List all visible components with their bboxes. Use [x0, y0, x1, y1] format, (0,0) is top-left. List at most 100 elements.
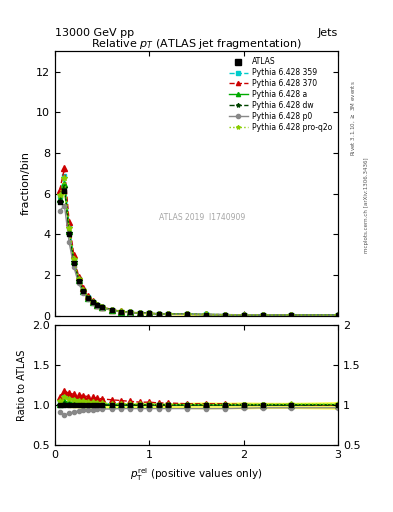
- Pythia 6.428 370: [90, 298, 95, 304]
- Pythia 6.428 pro-q2o: [241, 312, 246, 318]
- Pythia 6.428 p0: [147, 310, 152, 316]
- Pythia 6.428 370: [128, 309, 133, 315]
- Pythia 6.428 p0: [260, 312, 265, 318]
- Pythia 6.428 a: [166, 311, 171, 317]
- Pythia 6.428 dw: [57, 199, 62, 205]
- Pythia 6.428 359: [100, 304, 105, 310]
- Pythia 6.428 359: [72, 255, 76, 262]
- Pythia 6.428 p0: [185, 311, 189, 317]
- Pythia 6.428 dw: [81, 288, 86, 294]
- Pythia 6.428 pro-q2o: [62, 175, 67, 181]
- Pythia 6.428 359: [62, 173, 67, 179]
- Pythia 6.428 p0: [138, 310, 142, 316]
- Pythia 6.428 359: [222, 312, 227, 318]
- Pythia 6.428 370: [62, 165, 67, 171]
- Text: Jets: Jets: [318, 28, 338, 38]
- Pythia 6.428 pro-q2o: [138, 310, 142, 316]
- Pythia 6.428 dw: [86, 295, 90, 302]
- Text: mcplots.cern.ch [arXiv:1306.3436]: mcplots.cern.ch [arXiv:1306.3436]: [364, 157, 369, 252]
- ATLAS: [119, 309, 123, 315]
- Pythia 6.428 a: [81, 288, 86, 294]
- Pythia 6.428 370: [67, 219, 72, 225]
- Pythia 6.428 370: [260, 312, 265, 318]
- Pythia 6.428 p0: [204, 311, 208, 317]
- X-axis label: $p_{\mathrm{T}}^{\mathrm{rel}}$ (positive values only): $p_{\mathrm{T}}^{\mathrm{rel}}$ (positiv…: [130, 466, 263, 483]
- Pythia 6.428 a: [204, 311, 208, 317]
- Pythia 6.428 dw: [156, 311, 161, 317]
- Pythia 6.428 p0: [76, 281, 81, 287]
- Pythia 6.428 p0: [57, 208, 62, 214]
- Pythia 6.428 a: [72, 258, 76, 264]
- Pythia 6.428 359: [147, 310, 152, 316]
- Pythia 6.428 359: [204, 311, 208, 317]
- Pythia 6.428 pro-q2o: [336, 312, 340, 318]
- Line: ATLAS: ATLAS: [58, 188, 340, 317]
- Pythia 6.428 dw: [166, 311, 171, 317]
- Pythia 6.428 370: [138, 310, 142, 316]
- Pythia 6.428 359: [166, 311, 171, 317]
- Pythia 6.428 370: [241, 312, 246, 318]
- Pythia 6.428 dw: [336, 312, 340, 318]
- Pythia 6.428 a: [138, 310, 142, 316]
- Pythia 6.428 pro-q2o: [119, 308, 123, 314]
- ATLAS: [138, 310, 142, 316]
- Pythia 6.428 370: [95, 302, 100, 308]
- Pythia 6.428 359: [86, 294, 90, 301]
- Pythia 6.428 dw: [185, 311, 189, 317]
- ATLAS: [86, 295, 90, 302]
- ATLAS: [72, 260, 76, 266]
- Line: Pythia 6.428 370: Pythia 6.428 370: [57, 165, 341, 318]
- Pythia 6.428 p0: [166, 311, 171, 317]
- ATLAS: [62, 187, 67, 194]
- Pythia 6.428 359: [185, 311, 189, 317]
- Pythia 6.428 a: [147, 310, 152, 316]
- Pythia 6.428 pro-q2o: [147, 310, 152, 316]
- Pythia 6.428 dw: [138, 310, 142, 316]
- Text: 13000 GeV pp: 13000 GeV pp: [55, 28, 134, 38]
- Pythia 6.428 a: [336, 312, 340, 318]
- Pythia 6.428 370: [76, 273, 81, 280]
- Pythia 6.428 p0: [156, 311, 161, 317]
- Pythia 6.428 p0: [128, 309, 133, 315]
- Pythia 6.428 370: [100, 304, 105, 310]
- Pythia 6.428 p0: [288, 312, 293, 318]
- Pythia 6.428 370: [204, 311, 208, 317]
- Pythia 6.428 359: [288, 312, 293, 318]
- Pythia 6.428 p0: [336, 312, 340, 318]
- Pythia 6.428 370: [156, 311, 161, 317]
- ATLAS: [67, 231, 72, 238]
- Pythia 6.428 a: [185, 311, 189, 317]
- Pythia 6.428 pro-q2o: [222, 312, 227, 318]
- Pythia 6.428 a: [67, 228, 72, 234]
- Pythia 6.428 a: [100, 304, 105, 310]
- Pythia 6.428 370: [81, 285, 86, 291]
- Pythia 6.428 a: [128, 309, 133, 315]
- Pythia 6.428 a: [241, 312, 246, 318]
- Pythia 6.428 dw: [109, 307, 114, 313]
- Pythia 6.428 pro-q2o: [95, 302, 100, 308]
- ATLAS: [336, 312, 340, 318]
- Pythia 6.428 pro-q2o: [185, 311, 189, 317]
- ATLAS: [260, 312, 265, 318]
- Pythia 6.428 370: [147, 310, 152, 316]
- Pythia 6.428 dw: [128, 309, 133, 315]
- Pythia 6.428 a: [109, 307, 114, 313]
- Pythia 6.428 pro-q2o: [72, 256, 76, 262]
- ATLAS: [81, 288, 86, 294]
- Pythia 6.428 370: [185, 311, 189, 317]
- Pythia 6.428 359: [76, 275, 81, 282]
- Pythia 6.428 p0: [72, 264, 76, 270]
- Pythia 6.428 p0: [62, 202, 67, 208]
- Pythia 6.428 359: [67, 223, 72, 229]
- Pythia 6.428 359: [95, 302, 100, 308]
- Pythia 6.428 359: [81, 287, 86, 293]
- Pythia 6.428 p0: [95, 303, 100, 309]
- ATLAS: [90, 300, 95, 306]
- Pythia 6.428 359: [119, 308, 123, 314]
- Text: ATLAS 2019  I1740909: ATLAS 2019 I1740909: [159, 214, 245, 222]
- Pythia 6.428 pro-q2o: [204, 311, 208, 317]
- Pythia 6.428 370: [166, 311, 171, 317]
- Pythia 6.428 pro-q2o: [100, 304, 105, 310]
- Pythia 6.428 dw: [241, 312, 246, 318]
- Pythia 6.428 pro-q2o: [166, 311, 171, 317]
